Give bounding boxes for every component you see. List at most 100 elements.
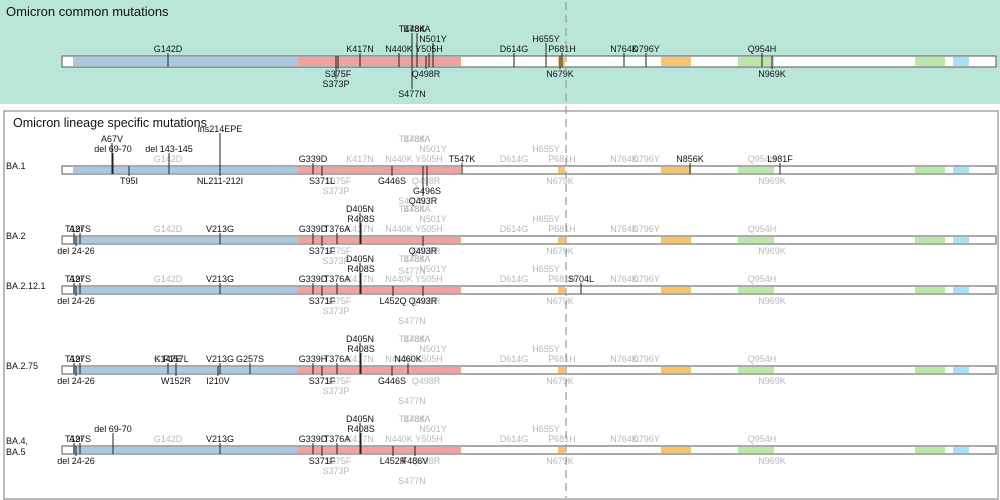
lineage-3-ghost-label: N764K: [610, 354, 638, 364]
lineage-4-ghost-label: G142D: [154, 434, 183, 444]
lineage-1-ghost-label: D614G: [500, 224, 529, 234]
lineage-0-ghost-label: N764K: [610, 154, 638, 164]
lineage-0-fusion-peptide: [661, 167, 691, 173]
lineage-2-hr2-domain: [915, 287, 945, 293]
lineage-3-ghost-label: N501Y: [419, 344, 447, 354]
lineage-4-ghost-label: E484A: [403, 414, 430, 424]
lineage-0-hr1-domain: [738, 167, 774, 173]
bottom-panel-title: Omicron lineage specific mutations: [13, 116, 207, 130]
top-mutation-label: S373P: [322, 79, 349, 89]
lineage-3-ghost-label: P681H: [548, 354, 576, 364]
lineage-0-mutation-label: T95I: [120, 176, 138, 186]
lineage-4-ghost-label: N679K: [546, 456, 574, 466]
lineage-0-mutation-label: NL211-212I: [197, 176, 243, 186]
lineage-3-ghost-label: Q954H: [748, 354, 777, 364]
lineage-3-ghost-label: H655Y: [532, 344, 560, 354]
lineage-2-ghost-label: S375F: [325, 296, 352, 306]
lineage-1-ghost-label: N501Y: [419, 214, 447, 224]
lineage-2-ntd-domain: [73, 287, 298, 293]
lineage-0-ntd-domain: [73, 167, 298, 173]
lineage-0-hr2-domain: [915, 167, 945, 173]
lineage-0-bar: [61, 165, 997, 175]
lineage-4-mutation-label: R408S: [347, 424, 375, 434]
lineage-0-mutation-label: L981F: [767, 154, 793, 164]
lineage-3-fusion-peptide: [661, 367, 691, 373]
lineage-2-ghost-label: G142D: [154, 274, 183, 284]
lineage-1-hr2-domain: [915, 237, 945, 243]
top-panel-title: Omicron common mutations: [6, 4, 169, 19]
lineage-2-mutation-label: L452Q: [379, 296, 406, 306]
top-mutation-label: T478K: [399, 24, 426, 34]
lineage-2-ghost-label: D614G: [500, 274, 529, 284]
lineage-4-rbd-domain: [298, 447, 461, 453]
lineage-3-ghost-label: S477N: [398, 396, 426, 406]
lineage-4-mutation-label: S371F: [309, 456, 336, 466]
lineage-1-mutation-label: D405N: [346, 204, 374, 214]
lineage-2-ghost-label: N679K: [546, 296, 574, 306]
lineage-2-ghost-label: Y505H: [415, 274, 443, 284]
lineage-3-mutation-label: T19I: [65, 354, 83, 364]
lineage-1-ntd-domain: [73, 237, 298, 243]
lineage-2-ghost-label: T478K: [399, 254, 426, 264]
lineage-0-mutation-label: N856K: [676, 154, 704, 164]
lineage-0-ghost-label: Q498R: [412, 176, 441, 186]
lineage-0-mutation-label: G339D: [299, 154, 328, 164]
lineage-3-mutation-label: I210V: [206, 376, 230, 386]
lineage-0-cleavage-site: [558, 167, 565, 173]
lineage-1-ghost-label: E484A: [403, 204, 430, 214]
lineage-2-hr1-domain: [738, 287, 774, 293]
lineage-1-ghost-label: T478K: [399, 204, 426, 214]
lineage-3-ghost-label: N440K: [385, 354, 413, 364]
top-mutation-label: P681H: [548, 44, 576, 54]
lineage-1-mutation-label: V213G: [206, 224, 234, 234]
lineage-1-ghost-label: H655Y: [532, 214, 560, 224]
lineage-4-mutation-label: L452R: [380, 456, 407, 466]
lineage-4-ghost-label: D614G: [500, 434, 529, 444]
top-mutation-label: Q498R: [412, 69, 441, 79]
lineage-1-ghost-label: G142D: [154, 224, 183, 234]
lineage-2-mutation-label: T19I: [65, 274, 83, 284]
lineage-1-mutation-label: R408S: [347, 214, 375, 224]
lineage-4-mutation-label: F486V: [402, 456, 429, 466]
lineage-4-bar: [61, 445, 997, 455]
lineage-0-rbd-domain: [298, 167, 461, 173]
lineage-1-hr1-domain: [738, 237, 774, 243]
lineage-name: BA.2.75: [6, 361, 38, 371]
top-mutation-label: N969K: [758, 69, 786, 79]
lineage-0-mutation-label: G496S: [413, 186, 441, 196]
lineage-1-ghost-label: S373P: [322, 256, 349, 266]
lineage-1-ghost-label: P681H: [548, 224, 576, 234]
lineage-4-hr2-domain: [915, 447, 945, 453]
lineage-name: BA.4,: [6, 436, 28, 446]
lineage-2-mutation-label: D405N: [346, 254, 374, 264]
lineage-0-ghost-label: H655Y: [532, 144, 560, 154]
top-mutation-label: S477N: [398, 89, 426, 99]
lineage-2-mutation-label: Q493R: [409, 296, 438, 306]
lineage-1-ghost-label: Q954H: [748, 224, 777, 234]
lineage-4-ghost-label: N501Y: [419, 424, 447, 434]
lineage-2-mutation-label: S371F: [309, 296, 336, 306]
top-mutation-label: S375F: [325, 69, 352, 79]
lineage-3-ghost-label: D614G: [500, 354, 529, 364]
lineage-name: BA.1: [6, 161, 26, 171]
lineage-4-mutation-label: G339D: [299, 434, 328, 444]
lineage-3-hr2-domain: [915, 367, 945, 373]
lineage-4-ghost-label: T478K: [399, 414, 426, 424]
lineage-2-ghost-label: N764K: [610, 274, 638, 284]
lineage-3-mutation-label: T376A: [324, 354, 351, 364]
lineage-1-mutation-label: T19I: [65, 224, 83, 234]
top-mutation-label: D796Y: [632, 44, 660, 54]
lineage-1-rbd-domain: [298, 237, 461, 243]
lineage-3-mutation-label: D405N: [346, 334, 374, 344]
top-mutation-label: Q954H: [748, 44, 777, 54]
lineage-0-mutation-label: A67V: [101, 134, 123, 144]
top-ntd-domain: [73, 57, 298, 66]
top-mutation-label: H655Y: [532, 34, 560, 44]
lineage-0-mutation-label: del 143-145: [145, 144, 193, 154]
lineage-1-mutation-label: S371F: [309, 246, 336, 256]
lineage-3-cleavage-site: [558, 367, 565, 373]
lineage-2-ghost-label: N440K: [385, 274, 413, 284]
lineage-2-tm-domain: [953, 287, 969, 293]
lineage-name: BA.2: [6, 231, 26, 241]
lineage-3-mutation-label: G339H: [299, 354, 328, 364]
